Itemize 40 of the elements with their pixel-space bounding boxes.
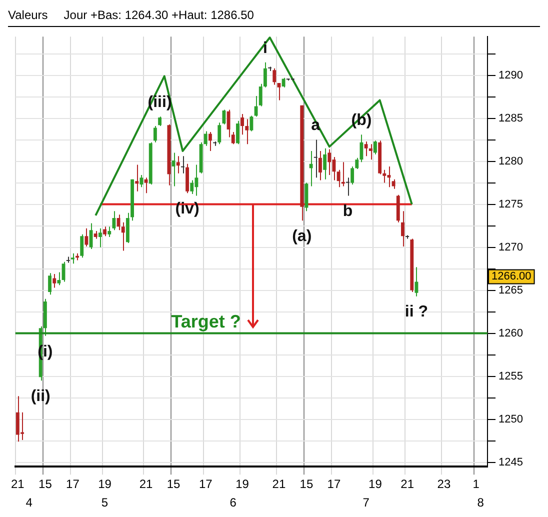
y-tick-label: 1285 <box>498 112 524 124</box>
text: 7 <box>362 495 370 510</box>
text: 1266.00 <box>492 270 532 283</box>
y-tick-label: 1275 <box>498 198 524 210</box>
text: ii ? <box>404 304 428 321</box>
text: (iv) <box>175 200 200 218</box>
x-tick-label: 15 <box>166 477 181 492</box>
x-tick-label: 19 <box>236 477 250 492</box>
x-tick-label: 21 <box>139 477 154 492</box>
chart-title: Valeurs <box>8 8 48 24</box>
text: 5 <box>101 495 108 510</box>
y-tick-label: 1270 <box>498 241 524 254</box>
text: b <box>342 203 353 220</box>
text: 8 <box>477 495 484 510</box>
x-tick-label: 21 <box>400 477 414 492</box>
ref-line-label: Target ? <box>171 311 241 332</box>
x-tick-label: 21 <box>272 477 286 492</box>
x-tick-label: 23 <box>437 477 451 492</box>
x-tick-label: 17 <box>327 477 341 492</box>
text: (a) <box>292 228 312 246</box>
text: 6 <box>230 495 237 510</box>
x-tick-label: 15 <box>38 477 52 492</box>
y-tick-label: 1290 <box>498 69 524 82</box>
x-tick-label: 19 <box>98 477 112 492</box>
x-tick-label: 17 <box>198 477 213 492</box>
x-tick-label: 17 <box>66 477 80 492</box>
x-tick-label: 21 <box>11 477 25 492</box>
y-tick-label: 1250 <box>498 413 524 426</box>
y-tick-label: 1245 <box>498 456 524 468</box>
text: 4 <box>26 495 33 510</box>
y-tick-label: 1255 <box>498 370 524 382</box>
x-tick-label: 19 <box>368 477 382 492</box>
x-tick-label: 1 <box>472 477 480 492</box>
text: i <box>262 40 268 57</box>
y-tick-label: 1265 <box>498 284 524 296</box>
chart-subtitle: Jour +Bas: 1264.30 +Haut: 1286.50 <box>64 8 254 24</box>
text: (ii) <box>30 388 50 406</box>
y-tick-label: 1260 <box>498 327 524 340</box>
x-tick-label: 15 <box>300 477 314 492</box>
y-tick-label: 1280 <box>498 155 524 168</box>
